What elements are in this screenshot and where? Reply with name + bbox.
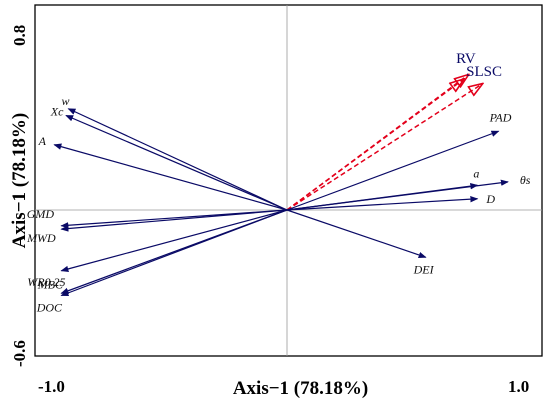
x-tick-label: -1.0 xyxy=(38,377,65,396)
vector-label-dei: DEI xyxy=(413,262,435,276)
plot-frame xyxy=(34,4,543,357)
vector-label-w: w xyxy=(61,94,69,108)
vector-a xyxy=(53,143,288,211)
vector-d xyxy=(286,195,479,211)
supplementary-layer xyxy=(286,75,482,211)
vector-label-mwd: MWD xyxy=(26,231,56,245)
vector-label-pad: PAD xyxy=(489,110,512,124)
vector-label-s: θs xyxy=(520,173,531,187)
vector-s xyxy=(286,179,509,211)
supplementary-label-rv: RV xyxy=(456,51,476,67)
vector-label-a: A xyxy=(38,134,47,148)
vector-pad xyxy=(286,130,500,211)
vector-label-mbc: MBC xyxy=(37,277,64,291)
axes-layer: -1.0 1.0 0.8 -0.6 Axis−1 (78.18%) Axis−1 (78.… xyxy=(9,4,543,399)
supplementary-label-slsc: SLSC xyxy=(466,64,502,80)
vector-doc xyxy=(60,209,288,297)
vector-label-a: a xyxy=(473,166,479,180)
supplementary-vector-unlabeled-2 xyxy=(286,80,463,211)
vector-label-xc: Xc xyxy=(50,105,64,119)
vector-w xyxy=(67,108,288,211)
vector-wr0-25 xyxy=(60,209,288,273)
vector-xc xyxy=(65,114,288,211)
vector-label-doc: DOC xyxy=(36,301,63,315)
vector-dei xyxy=(286,209,427,259)
vector-label-wr0-25: WR0.25 xyxy=(27,275,65,289)
y-axis-title: Axis−1 (78.18%) xyxy=(9,113,30,248)
y-tick-label: 0.8 xyxy=(10,25,29,46)
supplementary-vector-slsc xyxy=(286,84,482,211)
vectors-layer xyxy=(53,108,509,297)
y-tick-label: -0.6 xyxy=(10,340,29,367)
x-axis-title: Axis−1 (78.18%) xyxy=(233,378,368,399)
x-tick-label: 1.0 xyxy=(508,377,529,396)
vector-mwd xyxy=(60,209,288,232)
vector-label-gmd: GMD xyxy=(27,207,55,221)
vector-label-d: D xyxy=(485,192,495,206)
